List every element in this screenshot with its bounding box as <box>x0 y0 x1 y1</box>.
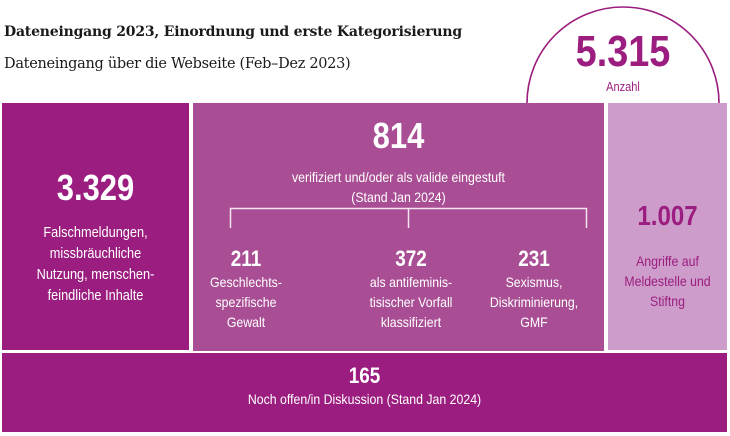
chart-subtitle: Dateneingang über die Webseite (Feb–Dez … <box>4 56 351 72</box>
open-label: Noch offen/in Diskussion (Stand Jan 2024… <box>247 391 482 407</box>
open-value: 165 <box>348 363 381 388</box>
subcategory-value: 231 <box>518 246 550 271</box>
false-reports-label-line: missbräuchliche <box>49 246 142 262</box>
subcategory-antifeminist: 372 als antifeminis- tisischer Vorfall k… <box>346 246 476 332</box>
subcategory-label-line: GMF <box>520 314 548 330</box>
subcategory-label-line: Geschlechts- <box>210 274 282 290</box>
attacks-label-line: Meldestelle und <box>624 273 711 289</box>
attacks-box: 1.007 Angriffe auf Meldestelle und Stift… <box>608 103 727 350</box>
total-arc-path <box>526 6 720 104</box>
attacks-label-line: Stiftng <box>650 293 685 309</box>
subcategory-value: 372 <box>395 246 427 271</box>
verified-label-line: verifiziert und/oder als valide eingestu… <box>292 169 505 185</box>
attacks-label: Angriffe auf Meldestelle und Stiftng <box>615 251 720 311</box>
subcategory-label: Sexismus, Diskriminierung, GMF <box>477 272 591 332</box>
subcategory-label-line: Diskriminierung, <box>489 294 579 310</box>
subcategory-label: Geschlechts- spezifische Gewalt <box>189 272 303 332</box>
subcategory-value: 211 <box>230 246 262 271</box>
subcategory-label-line: klassifiziert <box>380 314 442 330</box>
total-value: 5.315 <box>575 27 671 76</box>
subcategory-sexism: 231 Sexismus, Diskriminierung, GMF <box>469 246 599 332</box>
chart-title: Dateneingang 2023, Einordnung und erste … <box>4 24 462 40</box>
subcategory-label-line: tisischer Vorfall <box>369 294 453 310</box>
verified-label-line: (Stand Jan 2024) <box>351 189 446 205</box>
subcategory-gender-violence: 211 Geschlechts- spezifische Gewalt <box>181 246 311 332</box>
subcategory-label-line: als antifeminis- <box>369 274 453 290</box>
verified-box: 814 verifiziert und/oder als valide eing… <box>193 103 604 351</box>
open-box: 165 Noch offen/in Diskussion (Stand Jan … <box>2 353 727 432</box>
false-reports-label-line: Nutzung, menschen- <box>36 267 155 283</box>
attacks-value: 1.007 <box>637 200 698 231</box>
subcategory-label-line: spezifische <box>215 294 277 310</box>
subcategory-bracket <box>229 207 588 228</box>
false-reports-label: Falschmeldungen, missbräuchliche Nutzung… <box>13 223 178 307</box>
subcategory-label-line: Gewalt <box>226 314 266 330</box>
false-reports-box: 3.329 Falschmeldungen, missbräuchliche N… <box>2 103 189 350</box>
verified-value: 814 <box>372 115 425 156</box>
false-reports-label-line: Falschmeldungen, <box>43 225 148 241</box>
attacks-label-line: Angriffe auf <box>636 253 699 269</box>
verified-label: verifiziert und/oder als valide eingestu… <box>218 167 580 207</box>
subcategory-label: als antifeminis- tisischer Vorfall klass… <box>354 272 468 332</box>
total-label: Anzahl <box>606 80 640 94</box>
false-reports-value: 3.329 <box>56 167 135 208</box>
subcategory-label-line: Sexismus, <box>505 274 563 290</box>
false-reports-label-line: feindliche Inhalte <box>47 288 144 304</box>
